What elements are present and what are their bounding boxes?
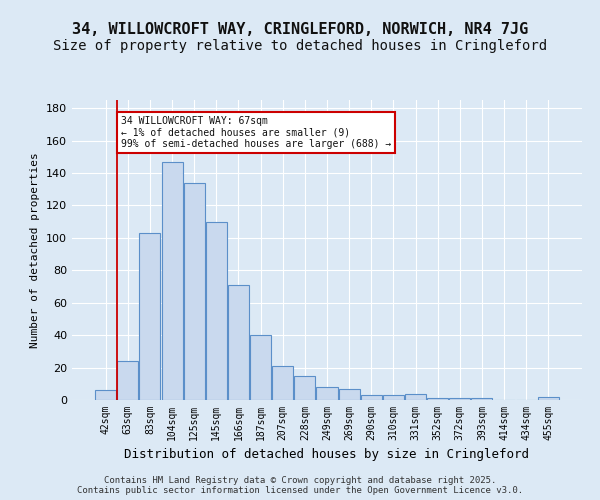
Bar [228, 285, 249, 400]
Text: Size of property relative to detached houses in Cringleford: Size of property relative to detached ho… [53, 39, 547, 53]
Bar [118, 361, 139, 400]
Text: Contains HM Land Registry data © Crown copyright and database right 2025.
Contai: Contains HM Land Registry data © Crown c… [77, 476, 523, 495]
Bar [427, 398, 448, 400]
Bar [383, 395, 404, 400]
Bar [250, 335, 271, 400]
Bar [161, 162, 182, 400]
Text: 34 WILLOWCROFT WAY: 67sqm
← 1% of detached houses are smaller (9)
99% of semi-de: 34 WILLOWCROFT WAY: 67sqm ← 1% of detach… [121, 116, 391, 150]
Text: 34, WILLOWCROFT WAY, CRINGLEFORD, NORWICH, NR4 7JG: 34, WILLOWCROFT WAY, CRINGLEFORD, NORWIC… [72, 22, 528, 38]
Bar [95, 390, 116, 400]
X-axis label: Distribution of detached houses by size in Cringleford: Distribution of detached houses by size … [125, 448, 530, 462]
Bar [472, 398, 493, 400]
Bar [449, 398, 470, 400]
Bar [405, 394, 426, 400]
Bar [361, 395, 382, 400]
Bar [206, 222, 227, 400]
Bar [316, 387, 338, 400]
Bar [139, 233, 160, 400]
Bar [272, 366, 293, 400]
Bar [538, 397, 559, 400]
Bar [295, 376, 316, 400]
Y-axis label: Number of detached properties: Number of detached properties [31, 152, 40, 348]
Bar [338, 388, 359, 400]
Bar [184, 182, 205, 400]
